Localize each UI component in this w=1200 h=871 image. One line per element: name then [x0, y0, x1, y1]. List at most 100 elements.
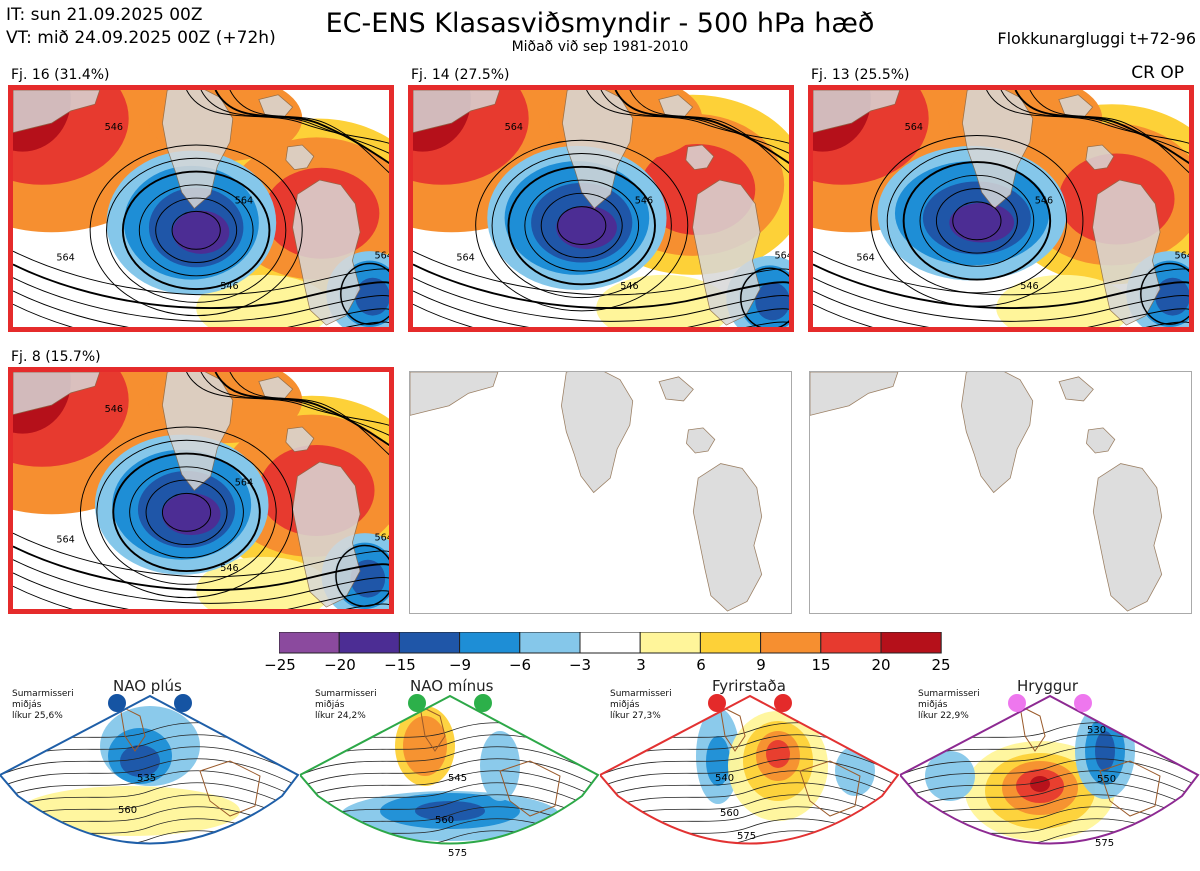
height-contour: [1029, 90, 1189, 174]
regime-contour-label: 560: [720, 808, 739, 819]
valid-time: VT: mið 24.09.2025 00Z (+72h): [6, 28, 276, 48]
colorbar-cell: [519, 632, 581, 654]
height-contour: [886, 148, 1068, 294]
regime-contour-label: 535: [137, 773, 156, 784]
regime-anomaly: [766, 740, 790, 768]
regime-prob: líkur 27,3%: [610, 711, 661, 721]
regime-contour-label: 560: [435, 815, 454, 826]
height-contour: [413, 303, 789, 327]
height-contour: [13, 545, 389, 591]
height-contour: [340, 262, 389, 325]
regime-contour: [0, 758, 298, 788]
colorbar-tick: −9: [448, 656, 472, 674]
regime-contour: [300, 794, 598, 824]
height-contour: [13, 572, 389, 609]
land-area: [13, 372, 101, 416]
regime-dot: [408, 694, 426, 712]
regime-coastline: [419, 705, 446, 752]
panel-label-1: Fj. 16 (31.4%): [11, 67, 110, 83]
regime-contour: [600, 794, 898, 824]
cluster-map-3-plot: 564 546 546 564 564: [813, 90, 1189, 327]
empty-map-6-plot: [810, 372, 1163, 612]
regime-contour-label: 575: [737, 831, 756, 842]
regime-contour: [600, 770, 898, 800]
colorbar-cell: [459, 632, 521, 654]
regime-frame: [300, 694, 600, 845]
regime-coastline: [119, 705, 146, 752]
land-area: [1086, 427, 1116, 454]
regime-sub: miðjás: [12, 700, 42, 710]
regime-contour-label: 540: [715, 773, 734, 784]
colorbar-cell: [699, 632, 762, 654]
regime-contour: [300, 758, 598, 788]
land-area: [258, 376, 294, 401]
height-contour: [902, 161, 1052, 281]
height-contour: [813, 290, 1189, 327]
land-area: [658, 94, 694, 119]
regime-sub: miðjás: [610, 700, 640, 710]
empty-map-5: [409, 371, 792, 614]
cluster-map-1: 546 564 546 564 564: [8, 85, 394, 332]
regime-contour: [600, 746, 898, 776]
regime-dot: [708, 694, 726, 712]
regime-contour: [900, 770, 1198, 800]
contour-label: 546: [105, 122, 123, 133]
land-area: [410, 372, 499, 416]
height-contour: [129, 466, 244, 559]
height-contour: [986, 90, 1189, 144]
regime-prob: líkur 22,9%: [918, 711, 969, 721]
height-contour: [13, 585, 389, 609]
colorbar-tick: −25: [264, 656, 296, 674]
colorbar-tick: 3: [636, 656, 646, 674]
height-contours: 546 564 546 564 564: [13, 90, 389, 327]
regime-nao-plus-plot: 535 560: [0, 694, 300, 845]
regime-caption: Sumarmisseri miðjás líkur 24,2%: [315, 689, 377, 722]
coastline: [410, 372, 763, 612]
page-title: EC-ENS Klasasviðsmyndir - 500 hPa hæð: [325, 8, 875, 39]
contour-label: 546: [620, 281, 638, 292]
contour-label: 546: [635, 196, 653, 207]
height-contours: 564 546 546 564 564: [413, 90, 789, 327]
cluster-map-1-plot: 546 564 546 564 564: [13, 90, 389, 327]
contour-label: 546: [220, 563, 238, 574]
contour-label: 546: [1020, 281, 1038, 292]
panel-label-2: Fj. 14 (27.5%): [411, 67, 510, 83]
colorbar-cells: [279, 632, 942, 654]
regime-coastline: [1019, 705, 1046, 752]
regime-contour: [300, 782, 598, 812]
height-contour: [1140, 262, 1189, 325]
colorbar-cell: [880, 632, 942, 654]
regime-caption: Sumarmisseri miðjás líkur 25,6%: [12, 689, 74, 722]
contour-label: 564: [905, 122, 923, 133]
height-contour: [186, 90, 389, 144]
cold-anomaly: [556, 205, 617, 250]
regime-dot: [774, 694, 792, 712]
panel-label-4: Fj. 8 (15.7%): [11, 349, 101, 365]
land-area: [13, 90, 101, 134]
height-contour: [200, 372, 389, 436]
warm-anomaly: [196, 274, 332, 327]
land-area: [1085, 144, 1115, 171]
contour-label: 546: [220, 281, 238, 292]
cold-anomaly: [755, 282, 789, 321]
regime-caption: Sumarmisseri miðjás líkur 27,3%: [610, 689, 672, 722]
colorbar-tick: 20: [871, 656, 891, 674]
regime-nao-minus: 545 560 575 NAO mínus Sumarmisseri miðjás …: [300, 676, 600, 871]
land-area: [285, 426, 315, 453]
colorbar-cell: [279, 632, 340, 654]
regime-season: Sumarmisseri: [315, 689, 377, 699]
regime-frame: [600, 694, 900, 845]
warm-anomaly: [196, 556, 332, 609]
land-area: [810, 372, 899, 416]
regime-contour-label: 545: [448, 773, 467, 784]
height-contour: [491, 153, 672, 299]
colorbar-tick: −3: [568, 656, 592, 674]
regime-contour-label: 530: [1087, 725, 1106, 736]
regime-dot: [174, 694, 192, 712]
height-contour: [586, 90, 789, 144]
regime-nao-plus: 535 560 NAO plús Sumarmisseri miðjás líku…: [0, 676, 300, 871]
regime-contour: [900, 746, 1198, 776]
height-contours: 564 546 546 564 564: [813, 90, 1189, 327]
height-contour: [813, 277, 1189, 322]
height-contour: [1014, 90, 1189, 165]
